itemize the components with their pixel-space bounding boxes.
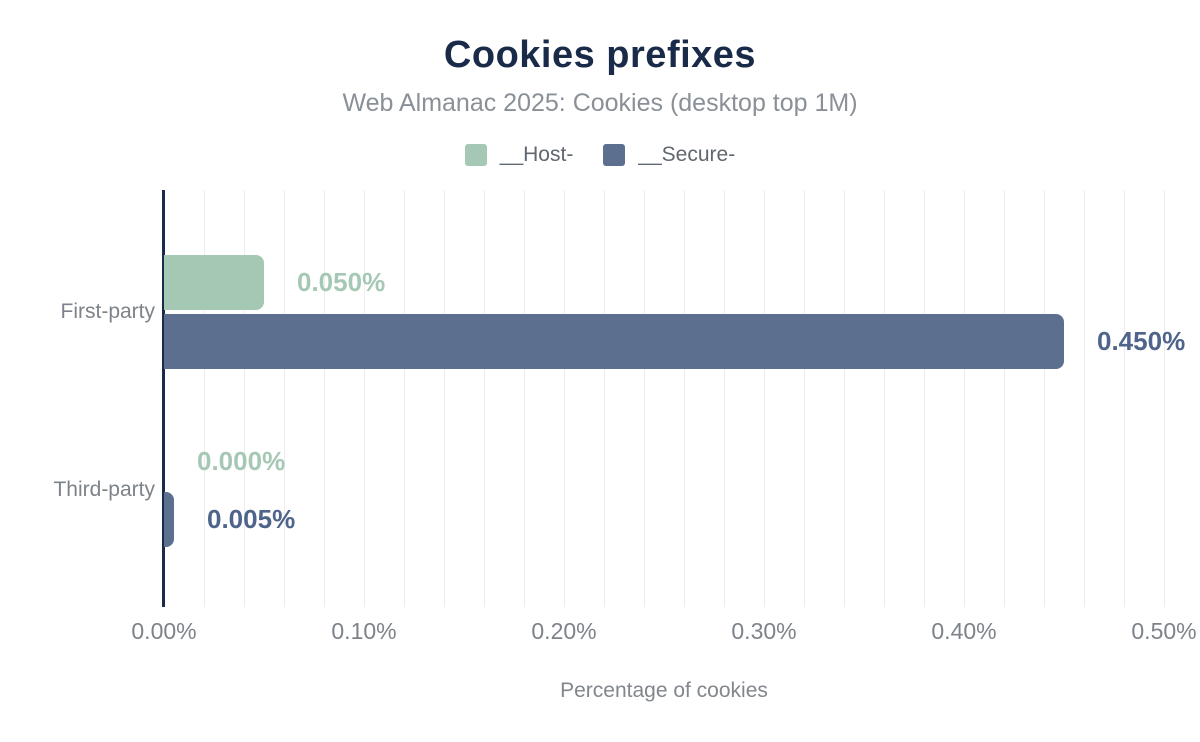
x-tick-label: 0.30%	[731, 618, 797, 644]
gridline	[644, 190, 645, 607]
gridline	[524, 190, 525, 607]
gridline	[244, 190, 245, 607]
legend: __Host- __Secure-	[0, 143, 1200, 167]
x-tick-label: 0.40%	[931, 618, 997, 644]
chart-title: Cookies prefixes	[443, 34, 757, 76]
gridline	[364, 190, 365, 607]
legend-swatch-host-icon	[464, 144, 487, 166]
legend-item-secure: __Secure-	[603, 143, 735, 167]
category-label-third-party: Third-party	[53, 478, 155, 501]
gridline	[204, 190, 205, 607]
value-label-first-party-host: 0.050%	[297, 267, 386, 297]
gridline	[1124, 190, 1125, 607]
gridline	[604, 190, 605, 607]
value-label-third-party-host: 0.000%	[197, 445, 286, 476]
gridline	[1084, 190, 1085, 607]
x-tick-label: 0.20%	[531, 618, 597, 644]
legend-label-secure: __Secure-	[638, 143, 736, 166]
bar-third-party-secure[interactable]	[164, 492, 174, 547]
gridline	[964, 190, 965, 607]
gridline	[884, 190, 885, 607]
gridline	[444, 190, 445, 607]
gridline	[724, 190, 725, 607]
gridline	[844, 190, 845, 607]
gridline	[284, 190, 285, 607]
plot-area: 0.050% 0.000% 0.450% 0.005%	[162, 190, 1185, 607]
gridline	[564, 190, 565, 607]
bar-first-party-secure[interactable]	[164, 313, 1064, 369]
gridline	[764, 190, 765, 607]
x-axis-title: Percentage of cookies	[560, 679, 768, 702]
value-label-third-party-secure: 0.005%	[207, 504, 296, 534]
legend-label-host: __Host-	[499, 143, 574, 166]
gridline	[324, 190, 325, 607]
y-axis-line	[162, 190, 165, 607]
legend-swatch-secure-icon	[603, 144, 626, 166]
gridline	[804, 190, 805, 607]
gridline	[1004, 190, 1005, 607]
x-tick-label: 0.50%	[1131, 618, 1197, 644]
chart-subtitle: Web Almanac 2025: Cookies (desktop top 1…	[342, 89, 858, 117]
legend-item-host: __Host-	[464, 143, 574, 167]
category-label-first-party: First-party	[60, 300, 156, 323]
gridline	[404, 190, 405, 607]
x-tick-label: 0.10%	[331, 618, 397, 644]
value-label-first-party-secure: 0.450%	[1097, 325, 1186, 356]
gridline	[484, 190, 485, 607]
x-tick-label: 0.00%	[131, 618, 197, 644]
gridline	[1044, 190, 1045, 607]
gridline	[684, 190, 685, 607]
gridline	[1164, 190, 1165, 607]
bar-first-party-host[interactable]	[164, 255, 264, 310]
gridline	[924, 190, 925, 607]
